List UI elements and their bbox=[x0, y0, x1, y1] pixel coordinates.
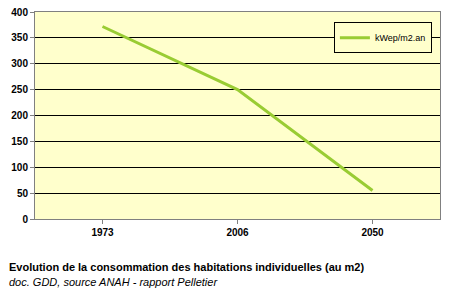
svg-text:0: 0 bbox=[22, 214, 28, 225]
svg-text:1973: 1973 bbox=[91, 227, 114, 238]
svg-text:100: 100 bbox=[11, 162, 28, 173]
svg-text:200: 200 bbox=[11, 110, 28, 121]
svg-text:150: 150 bbox=[11, 136, 28, 147]
svg-text:400: 400 bbox=[11, 7, 28, 18]
svg-text:doc. GDD, source ANAH - rappor: doc. GDD, source ANAH - rapport Pelletie… bbox=[9, 276, 218, 288]
svg-text:2006: 2006 bbox=[226, 227, 249, 238]
svg-text:2050: 2050 bbox=[361, 227, 384, 238]
svg-text:kWep/m2.an: kWep/m2.an bbox=[375, 33, 425, 43]
svg-text:350: 350 bbox=[11, 32, 28, 43]
svg-text:250: 250 bbox=[11, 84, 28, 95]
svg-text:50: 50 bbox=[17, 188, 29, 199]
svg-text:300: 300 bbox=[11, 58, 28, 69]
svg-text:Evolution de la consommation d: Evolution de la consommation des habitat… bbox=[9, 261, 364, 273]
